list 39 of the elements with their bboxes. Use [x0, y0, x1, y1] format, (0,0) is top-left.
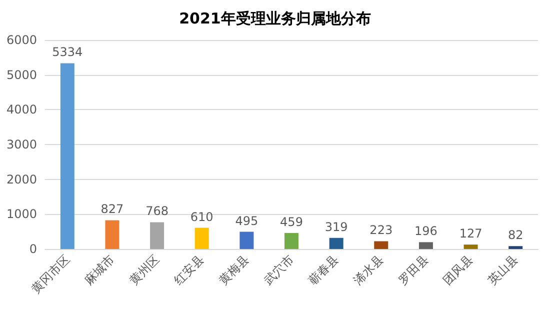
bar	[60, 63, 74, 249]
x-tick-label: 蕲春县	[306, 252, 342, 288]
data-label: 768	[146, 204, 168, 218]
data-label: 5334	[52, 45, 83, 60]
y-tick-label: 6000	[6, 33, 37, 47]
chart-title: 2021年受理业务归属地分布	[179, 10, 371, 28]
bar	[150, 222, 164, 249]
x-tick-label: 武穴市	[261, 252, 296, 288]
data-label: 223	[370, 223, 393, 238]
x-tick-label: 浠水县	[350, 252, 386, 288]
x-tick-label: 黄州区	[126, 252, 162, 288]
data-label: 495	[235, 214, 258, 228]
x-tick-label: 红安县	[171, 252, 207, 288]
y-tick-label: 4000	[6, 102, 37, 117]
data-label: 196	[414, 224, 438, 238]
bar	[105, 220, 120, 249]
y-tick-label: 2000	[6, 172, 37, 186]
bar	[194, 228, 209, 249]
y-tick-label: 5000	[6, 68, 37, 82]
bar	[418, 242, 433, 249]
y-tick-label: 1000	[6, 207, 37, 222]
data-label: 827	[100, 202, 124, 216]
data-label: 127	[459, 226, 482, 241]
data-label: 610	[190, 210, 214, 224]
x-tick-label: 黄梅县	[216, 252, 252, 288]
x-tick-label: 英山县	[485, 252, 521, 288]
y-tick-label: 3000	[6, 138, 37, 152]
bar	[464, 244, 478, 249]
bar	[284, 233, 298, 249]
x-tick-label: 罗田县	[396, 252, 431, 288]
data-label: 319	[324, 220, 348, 234]
bar	[374, 241, 388, 249]
data-label: 82	[508, 228, 524, 242]
x-tick-label: 麻城市	[82, 252, 118, 288]
x-tick-label: 团风县	[440, 252, 476, 288]
bar	[508, 246, 523, 249]
bar	[329, 238, 344, 249]
bar	[240, 232, 254, 249]
data-label: 459	[280, 215, 303, 230]
